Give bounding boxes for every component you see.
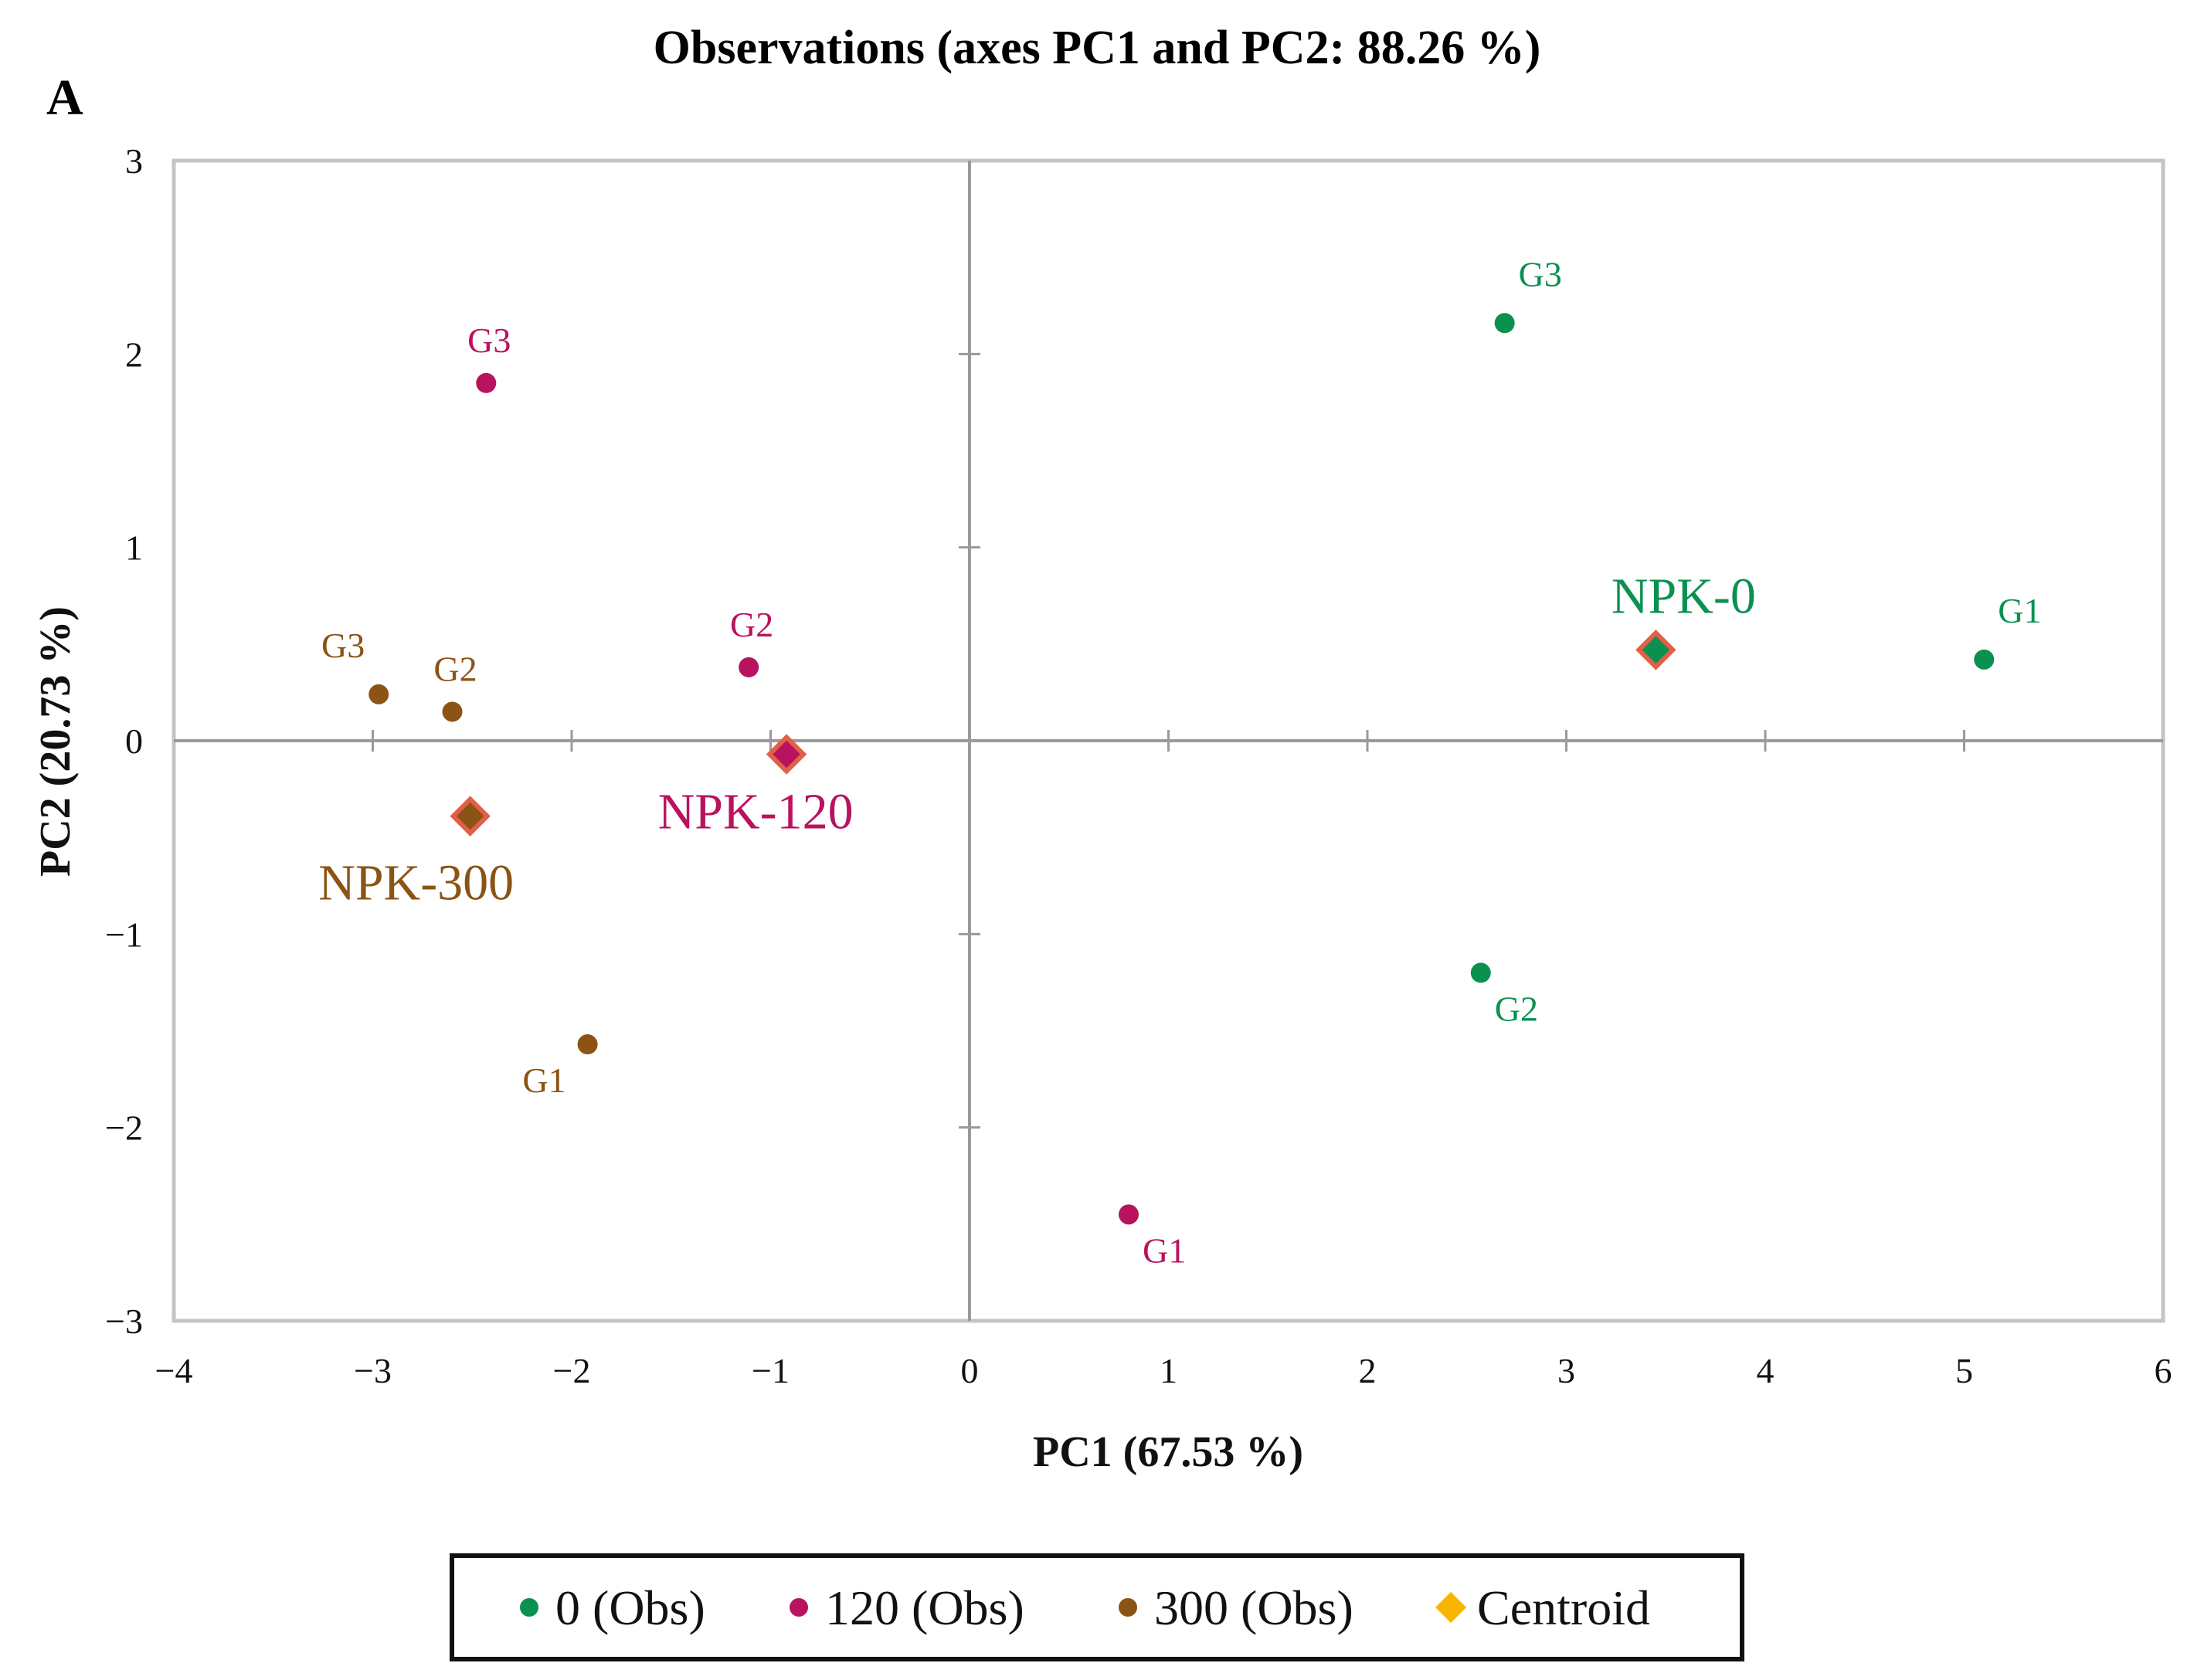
series-1-point-g3 [476,372,497,393]
series-0-point-g2 [1470,962,1491,983]
point-label: G2 [1495,989,1538,1028]
ticks-layer: −4 −3 −2 −1 0 1 2 3 4 5 6 3 2 1 0 −1 −2 −3 [105,141,2172,1390]
point-label: G1 [522,1061,565,1100]
x-tick-label: 3 [1557,1351,1575,1390]
centroid-label: NPK-120 [658,784,854,840]
x-tick-label: 1 [1160,1351,1177,1390]
point-label: G1 [1998,591,2041,630]
panel-label: A [46,70,83,126]
y-tick-label: 1 [125,528,143,568]
points-layer: G1 G2 G3 G1 G2 G3 G1 G2 G3 NPK-0 NPK-120 NPK-300 [318,254,2041,1270]
legend-box [450,1553,1744,1661]
point-label: G3 [467,321,511,360]
centroid-marker-npk-120 [766,734,807,775]
series-1-point-g1 [1119,1204,1139,1225]
legend-items: 0 (Obs) 120 (Obs) 300 (Obs) Centroid [520,1580,1650,1635]
legend-marker [1119,1598,1137,1617]
x-tick-label: −3 [354,1351,392,1390]
legend-label: 300 (Obs) [1154,1580,1353,1635]
legend-marker [520,1598,538,1617]
x-tick-label: 2 [1359,1351,1377,1390]
legend: 0 (Obs) 120 (Obs) 300 (Obs) Centroid [450,1553,1744,1661]
point-label: G3 [321,626,365,665]
point-label: G2 [433,649,477,688]
series-2-point-g2 [442,701,463,722]
y-tick-label: −1 [105,915,143,954]
legend-marker [1435,1592,1466,1623]
centroid-marker-npk-300 [450,796,491,837]
y-tick-label: 0 [125,721,143,761]
x-tick-label: 5 [1955,1351,1973,1390]
x-tick-label: 4 [1757,1351,1775,1390]
legend-label: 0 (Obs) [555,1580,705,1635]
x-axis-title: PC1 (67.53 %) [1033,1428,1303,1476]
series-0-point-g3 [1494,313,1515,334]
y-tick-label: 2 [125,334,143,374]
series-2-point-g1 [577,1034,598,1055]
y-tick-label: −3 [105,1302,143,1341]
legend-marker [790,1598,808,1617]
legend-label: Centroid [1477,1580,1650,1635]
x-tick-label: −1 [752,1351,790,1390]
centroid-marker-npk-0 [1635,630,1676,670]
x-tick-label: 0 [961,1351,979,1390]
centroid-label: NPK-300 [318,855,514,911]
series-2-point-g3 [368,684,389,704]
y-tick-label: −2 [105,1108,143,1148]
x-tick-label: −4 [155,1351,193,1390]
point-label: G1 [1143,1230,1186,1270]
centroid-label: NPK-0 [1612,568,1756,624]
point-label: G3 [1519,254,1562,294]
chart-title: Observations (axes PC1 and PC2: 88.26 %) [654,22,1541,74]
series-1-point-g2 [739,657,759,677]
legend-label: 120 (Obs) [825,1580,1024,1635]
x-tick-label: −2 [553,1351,591,1390]
point-label: G2 [730,605,773,644]
y-axis-title: PC2 (20.73 %) [32,606,80,877]
x-tick-label: 6 [2155,1351,2172,1390]
y-tick-label: 3 [125,141,143,181]
series-0-point-g1 [1974,649,1995,670]
